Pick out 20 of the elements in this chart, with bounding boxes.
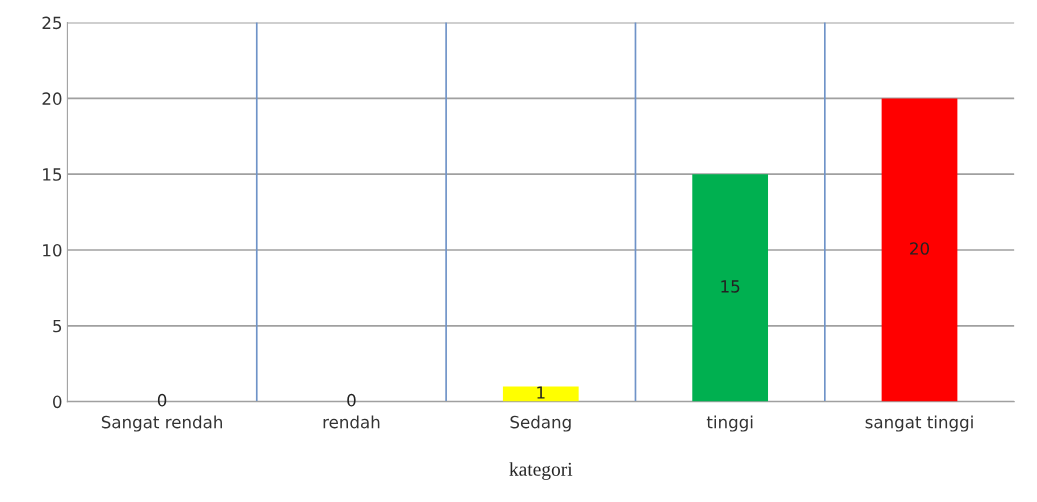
x-tick-label: Sedang (510, 415, 571, 432)
bar (502, 386, 579, 402)
x-axis-title: kategori (509, 462, 573, 480)
y-tick-label: 10 (43, 243, 62, 257)
y-tick-label: 5 (53, 319, 62, 333)
x-tick-label: tinggi (706, 415, 753, 432)
bar (692, 174, 769, 402)
y-tick-label: 0 (53, 395, 62, 409)
y-tick-label: 15 (43, 168, 62, 181)
data-label: 0 (157, 393, 167, 407)
y-tick-label: 20 (42, 92, 62, 105)
x-tick-label: sangat tinggi (865, 415, 973, 432)
x-tick-label: Sangat rendah (101, 415, 222, 432)
data-label: 15 (721, 280, 740, 293)
data-label: 0 (347, 393, 356, 407)
y-tick-label: 25 (42, 16, 62, 30)
data-label: 1 (537, 386, 545, 399)
x-tick-label: rendah (323, 415, 380, 429)
bar (881, 98, 958, 402)
data-label: 20 (910, 242, 930, 255)
